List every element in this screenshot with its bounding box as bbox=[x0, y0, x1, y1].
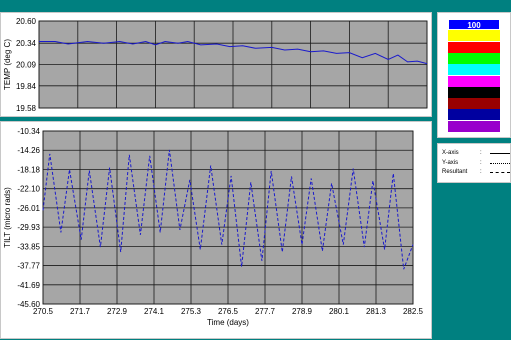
legend-separator: : bbox=[480, 159, 482, 166]
legend-line-sample bbox=[490, 153, 510, 154]
x-tick-label: 280.1 bbox=[329, 307, 350, 316]
y-axis-title: TILT (micro rads) bbox=[3, 187, 12, 248]
series-line bbox=[39, 40, 428, 65]
y-tick-label: -14.26 bbox=[17, 146, 40, 155]
color-swatch bbox=[448, 98, 500, 110]
temperature-chart-panel: 20.60 20.34 20.09 19.84 19.58 TEMP (deg C) bbox=[0, 12, 432, 117]
color-swatch: 100 bbox=[448, 19, 500, 30]
legend-row: Resultant: bbox=[442, 168, 510, 177]
y-tick-label: 20.34 bbox=[16, 39, 37, 48]
y-tick-label: -37.77 bbox=[17, 262, 40, 271]
y-tick-label: -26.01 bbox=[17, 204, 40, 213]
y-tick-label: -33.85 bbox=[17, 242, 40, 251]
tilt-chart: -10.34 -14.26 -18.18 -22.10 -26.01 -29.93 -33.… bbox=[3, 127, 424, 327]
x-tick-label: 274.1 bbox=[144, 307, 165, 316]
color-swatch bbox=[448, 86, 500, 98]
x-tick-label: 281.3 bbox=[366, 307, 387, 316]
color-swatch bbox=[448, 30, 500, 42]
legend-label: X-axis bbox=[442, 150, 459, 156]
y-tick-label: -45.60 bbox=[17, 300, 40, 309]
color-swatch bbox=[448, 64, 500, 76]
y-tick-label: 19.84 bbox=[16, 82, 37, 91]
y-tick-label: -29.93 bbox=[17, 223, 40, 232]
axis-legend-panel: X-axis: Y-axis: Resultant: bbox=[437, 143, 511, 183]
y-tick-label: 20.60 bbox=[16, 17, 37, 26]
x-tick-label: 270.5 bbox=[33, 307, 54, 316]
y-axis-title: TEMP (deg C) bbox=[3, 39, 12, 90]
color-swatch bbox=[448, 75, 500, 87]
color-swatch bbox=[448, 120, 500, 132]
x-tick-label: 282.5 bbox=[403, 307, 424, 316]
color-swatch bbox=[448, 41, 500, 53]
x-tick-label: 275.3 bbox=[181, 307, 202, 316]
color-swatch bbox=[448, 52, 500, 64]
y-tick-label: 20.09 bbox=[16, 61, 37, 70]
legend-row: X-axis: bbox=[442, 149, 510, 158]
y-tick-label: 19.58 bbox=[16, 104, 37, 113]
series-line bbox=[42, 149, 414, 270]
color-scale-panel: 100 bbox=[437, 12, 511, 138]
x-tick-label: 276.5 bbox=[218, 307, 239, 316]
legend-separator: : bbox=[480, 150, 482, 156]
temperature-chart: 20.60 20.34 20.09 19.84 19.58 TEMP (deg C) bbox=[3, 17, 428, 113]
y-tick-label: -41.69 bbox=[17, 281, 40, 290]
y-tick-label: -18.18 bbox=[17, 165, 40, 174]
legend-row: Y-axis: bbox=[442, 159, 510, 168]
x-tick-label: 278.9 bbox=[292, 307, 313, 316]
x-tick-label: 277.7 bbox=[255, 307, 276, 316]
color-swatch bbox=[448, 109, 500, 121]
legend-label: Y-axis bbox=[442, 159, 459, 166]
y-tick-label: -10.34 bbox=[17, 127, 40, 136]
legend-label: Resultant bbox=[442, 169, 468, 175]
x-tick-label: 272.9 bbox=[107, 307, 128, 316]
x-axis-title: Time (days) bbox=[207, 318, 249, 327]
swatch-label: 100 bbox=[467, 21, 481, 30]
y-tick-label: -22.10 bbox=[17, 185, 40, 194]
tilt-chart-panel: -10.34 -14.26 -18.18 -22.10 -26.01 -29.93 -33.… bbox=[0, 121, 432, 339]
legend-line-sample bbox=[490, 162, 510, 164]
legend-separator: : bbox=[480, 169, 482, 175]
x-tick-label: 271.7 bbox=[70, 307, 91, 316]
legend-line-sample bbox=[490, 172, 510, 173]
